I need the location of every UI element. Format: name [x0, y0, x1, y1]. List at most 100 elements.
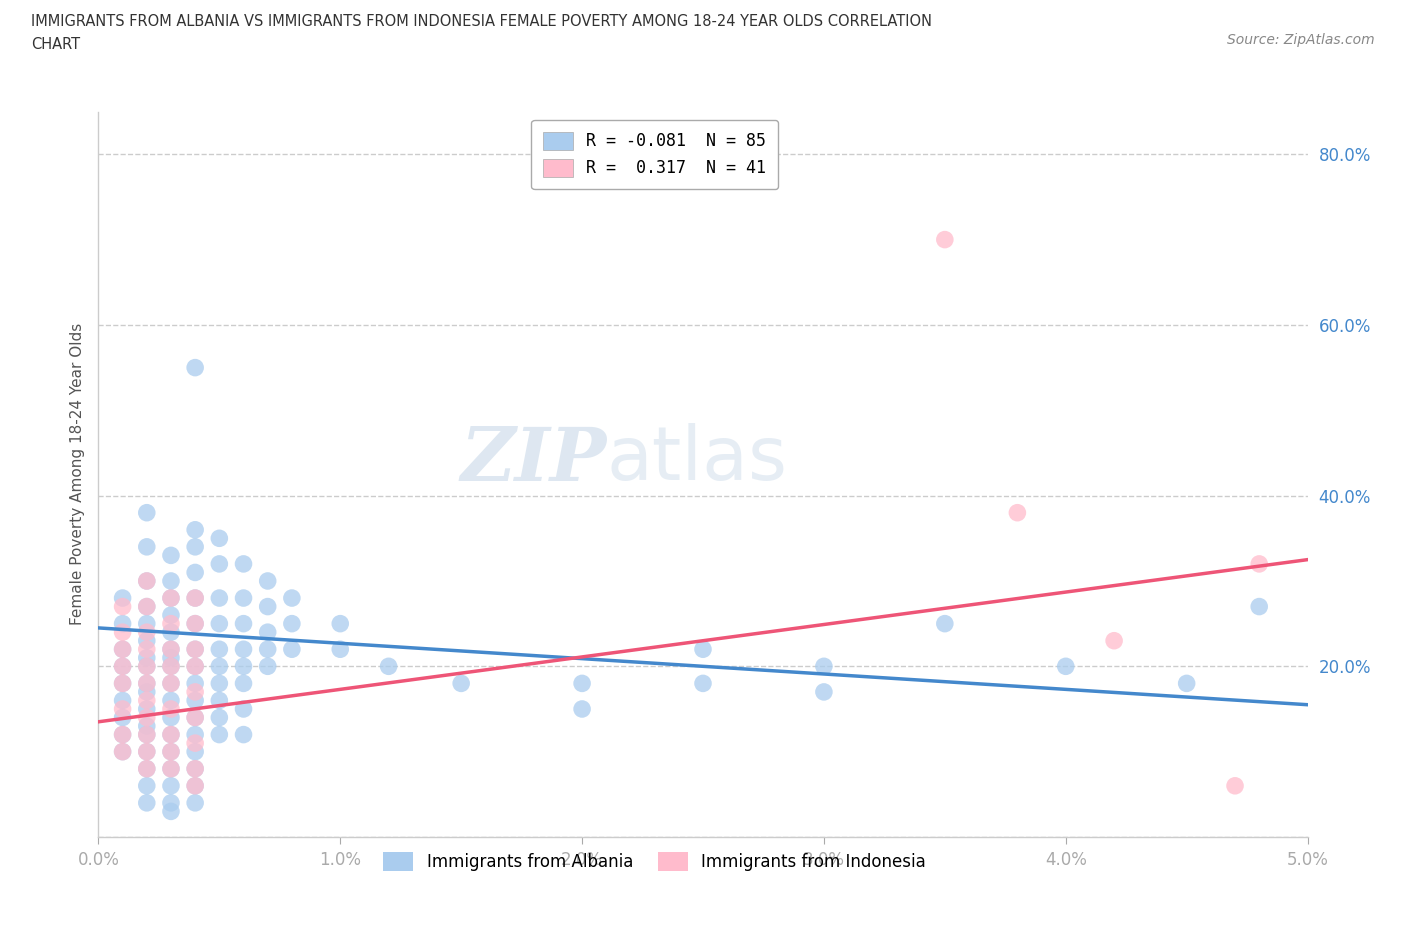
Point	[160, 650, 183, 665]
Point	[184, 711, 207, 725]
Point	[184, 658, 207, 673]
Point	[208, 676, 231, 691]
Point	[281, 591, 304, 605]
Point	[256, 599, 278, 614]
Point	[111, 727, 134, 742]
Point	[208, 727, 231, 742]
Text: CHART: CHART	[31, 37, 80, 52]
Point	[111, 642, 134, 657]
Point	[281, 617, 304, 631]
Point	[135, 505, 157, 520]
Point	[111, 701, 134, 716]
Point	[135, 599, 157, 614]
Point	[1007, 505, 1029, 520]
Point	[160, 744, 183, 759]
Point	[135, 633, 157, 648]
Point	[160, 693, 183, 708]
Point	[208, 658, 231, 673]
Point	[160, 762, 183, 777]
Point	[135, 762, 157, 777]
Point	[160, 617, 183, 631]
Point	[135, 658, 157, 673]
Point	[692, 676, 714, 691]
Point	[256, 625, 278, 640]
Point	[232, 591, 254, 605]
Point	[1249, 556, 1271, 571]
Point	[184, 778, 207, 793]
Point	[160, 804, 183, 818]
Point	[1054, 658, 1077, 673]
Point	[135, 719, 157, 734]
Point	[184, 523, 207, 538]
Point	[160, 625, 183, 640]
Point	[1223, 778, 1246, 793]
Point	[208, 642, 231, 657]
Point	[184, 642, 207, 657]
Point	[135, 701, 157, 716]
Point	[135, 711, 157, 725]
Point	[1175, 676, 1198, 691]
Point	[160, 744, 183, 759]
Point	[1249, 599, 1271, 614]
Point	[160, 658, 183, 673]
Point	[208, 556, 231, 571]
Point	[135, 727, 157, 742]
Point	[160, 591, 183, 605]
Point	[160, 642, 183, 657]
Point	[111, 676, 134, 691]
Point	[160, 607, 183, 622]
Point	[160, 658, 183, 673]
Point	[184, 360, 207, 375]
Point	[135, 676, 157, 691]
Point	[208, 617, 231, 631]
Point	[135, 795, 157, 810]
Point	[160, 574, 183, 589]
Text: IMMIGRANTS FROM ALBANIA VS IMMIGRANTS FROM INDONESIA FEMALE POVERTY AMONG 18-24 : IMMIGRANTS FROM ALBANIA VS IMMIGRANTS FR…	[31, 14, 932, 29]
Point	[160, 701, 183, 716]
Point	[256, 574, 278, 589]
Point	[450, 676, 472, 691]
Point	[281, 642, 304, 657]
Point	[256, 658, 278, 673]
Point	[160, 727, 183, 742]
Point	[184, 591, 207, 605]
Text: Source: ZipAtlas.com: Source: ZipAtlas.com	[1227, 33, 1375, 46]
Point	[135, 744, 157, 759]
Point	[135, 650, 157, 665]
Point	[184, 617, 207, 631]
Point	[377, 658, 399, 673]
Point	[160, 778, 183, 793]
Point	[135, 727, 157, 742]
Point	[232, 676, 254, 691]
Point	[111, 642, 134, 657]
Point	[135, 617, 157, 631]
Point	[135, 642, 157, 657]
Point	[111, 727, 134, 742]
Text: ZIP: ZIP	[460, 423, 606, 496]
Point	[135, 625, 157, 640]
Point	[160, 727, 183, 742]
Point	[160, 676, 183, 691]
Point	[232, 642, 254, 657]
Point	[135, 693, 157, 708]
Point	[232, 658, 254, 673]
Point	[135, 574, 157, 589]
Point	[571, 701, 593, 716]
Point	[184, 617, 207, 631]
Point	[208, 711, 231, 725]
Point	[135, 676, 157, 691]
Point	[111, 617, 134, 631]
Point	[111, 658, 134, 673]
Point	[184, 591, 207, 605]
Point	[329, 642, 352, 657]
Point	[135, 684, 157, 699]
Point	[111, 599, 134, 614]
Point	[111, 625, 134, 640]
Point	[135, 778, 157, 793]
Point	[184, 642, 207, 657]
Point	[1102, 633, 1125, 648]
Y-axis label: Female Poverty Among 18-24 Year Olds: Female Poverty Among 18-24 Year Olds	[69, 324, 84, 626]
Point	[184, 676, 207, 691]
Point	[160, 762, 183, 777]
Point	[111, 711, 134, 725]
